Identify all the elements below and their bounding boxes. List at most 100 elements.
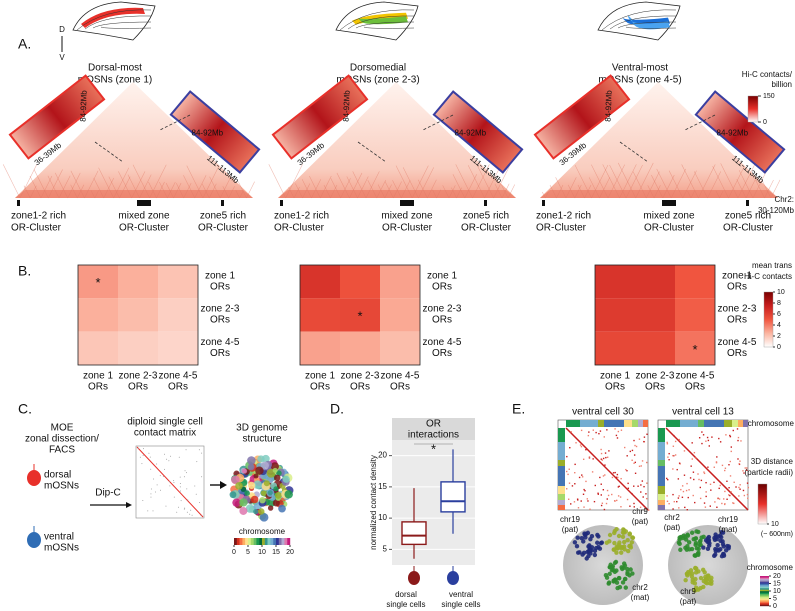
colorbar-segment bbox=[248, 538, 251, 545]
chromosome-particle bbox=[607, 571, 612, 577]
row-label: zone 4-5 bbox=[423, 337, 462, 348]
colorbar-segment bbox=[245, 538, 249, 545]
contact-dot bbox=[626, 470, 628, 472]
matrix-label: chromosome bbox=[748, 419, 795, 428]
chromosome-particle bbox=[697, 539, 703, 545]
chromosome-strip bbox=[680, 420, 698, 427]
hic-streak bbox=[761, 179, 772, 199]
column-label: ORs bbox=[645, 382, 665, 393]
hic-streak bbox=[113, 167, 130, 199]
contact-dot bbox=[676, 468, 678, 471]
colorbar-segment bbox=[760, 595, 769, 598]
hic-streak bbox=[584, 184, 592, 199]
contact-dot bbox=[713, 481, 715, 484]
row-label: zone 2-3 bbox=[423, 304, 462, 315]
facet-title: OR bbox=[426, 419, 441, 430]
contact-dot bbox=[691, 442, 693, 444]
contact-dot bbox=[730, 491, 732, 493]
contact-dot bbox=[620, 429, 623, 431]
chromosome-particle bbox=[575, 535, 580, 540]
row-label: zone 2-3 bbox=[201, 304, 240, 315]
hic-streak bbox=[76, 184, 85, 199]
heatmap-cell bbox=[78, 298, 118, 332]
chromosome-particle bbox=[621, 561, 627, 566]
contact-dot bbox=[747, 486, 750, 489]
hic-streak bbox=[632, 171, 647, 199]
hic-streak bbox=[635, 162, 654, 199]
heatmap-cell bbox=[300, 331, 340, 365]
chromosome-particle bbox=[574, 544, 580, 549]
chromosome-strip bbox=[666, 420, 680, 427]
hic-streak bbox=[549, 184, 557, 199]
contact-dot bbox=[713, 466, 715, 468]
chromosome-particle bbox=[705, 536, 711, 541]
contact-dot bbox=[620, 477, 622, 480]
hic-streak bbox=[617, 162, 637, 199]
matrix-dot bbox=[139, 456, 141, 458]
hic-streak bbox=[432, 189, 437, 199]
contact-dot bbox=[717, 497, 719, 500]
contact-dot bbox=[626, 455, 628, 457]
contact-dot bbox=[638, 438, 641, 440]
contact-dot bbox=[701, 442, 703, 445]
panel-label: C. bbox=[18, 401, 32, 417]
colorbar-segment bbox=[256, 538, 260, 545]
contact-dot bbox=[631, 449, 634, 452]
contact-dot bbox=[680, 488, 682, 491]
hic-streak bbox=[323, 184, 331, 199]
contact-dot bbox=[641, 480, 644, 482]
matrix-dot bbox=[198, 449, 200, 451]
contact-dot bbox=[667, 478, 669, 481]
contact-dot bbox=[719, 441, 722, 443]
matrix-dot bbox=[169, 485, 171, 487]
colorbar-segment bbox=[760, 601, 769, 604]
contact-dot bbox=[678, 438, 680, 441]
hic-streak bbox=[693, 171, 708, 199]
row-label: ORs bbox=[432, 281, 452, 292]
inset-label: 84-92Mb bbox=[604, 90, 614, 122]
chromosome-particle bbox=[627, 531, 633, 536]
icon-line bbox=[625, 26, 677, 29]
contact-dot bbox=[639, 506, 642, 509]
hic-streak bbox=[737, 163, 756, 199]
hic-streak bbox=[58, 175, 71, 199]
hic-streak bbox=[720, 163, 739, 199]
colorbar-segment bbox=[239, 538, 243, 545]
chromosome-particle bbox=[712, 553, 717, 559]
contact-dot bbox=[746, 469, 748, 471]
contact-dot bbox=[600, 458, 603, 460]
contact-dot bbox=[681, 485, 684, 487]
column-title: Dorsomedial bbox=[350, 63, 406, 74]
chromosome-strip bbox=[598, 420, 604, 427]
colorbar-segment bbox=[760, 594, 769, 596]
cluster-tick bbox=[137, 200, 151, 206]
matrix-dot bbox=[173, 481, 175, 483]
step-label: MOE bbox=[51, 423, 74, 434]
contact-dot bbox=[724, 467, 727, 469]
contact-dot bbox=[721, 464, 724, 467]
chromosome-particle bbox=[629, 540, 635, 545]
contact-dot bbox=[677, 497, 680, 499]
chromosome-particle bbox=[701, 545, 706, 550]
colorbar-tick-label: 15 bbox=[773, 580, 781, 587]
contact-dot bbox=[738, 486, 740, 489]
contact-dot bbox=[606, 429, 608, 431]
hic-streak bbox=[451, 187, 457, 199]
contact-dot bbox=[686, 482, 688, 485]
hic-streak bbox=[555, 177, 567, 199]
contact-dot bbox=[640, 491, 642, 493]
contact-dot bbox=[640, 484, 642, 486]
column-title: mOSNs (zone 1) bbox=[78, 75, 152, 86]
chromosome-particle bbox=[687, 547, 692, 552]
contact-dot bbox=[729, 434, 731, 437]
hic-streak bbox=[707, 171, 722, 199]
hic-streak bbox=[395, 165, 413, 199]
contact-dot bbox=[629, 450, 632, 453]
cluster-tick bbox=[662, 200, 676, 206]
hic-streak bbox=[436, 189, 442, 199]
contact-dot bbox=[600, 483, 602, 485]
contact-dot bbox=[634, 444, 636, 447]
colorbar-segment bbox=[760, 582, 769, 584]
contact-dot bbox=[694, 501, 696, 504]
